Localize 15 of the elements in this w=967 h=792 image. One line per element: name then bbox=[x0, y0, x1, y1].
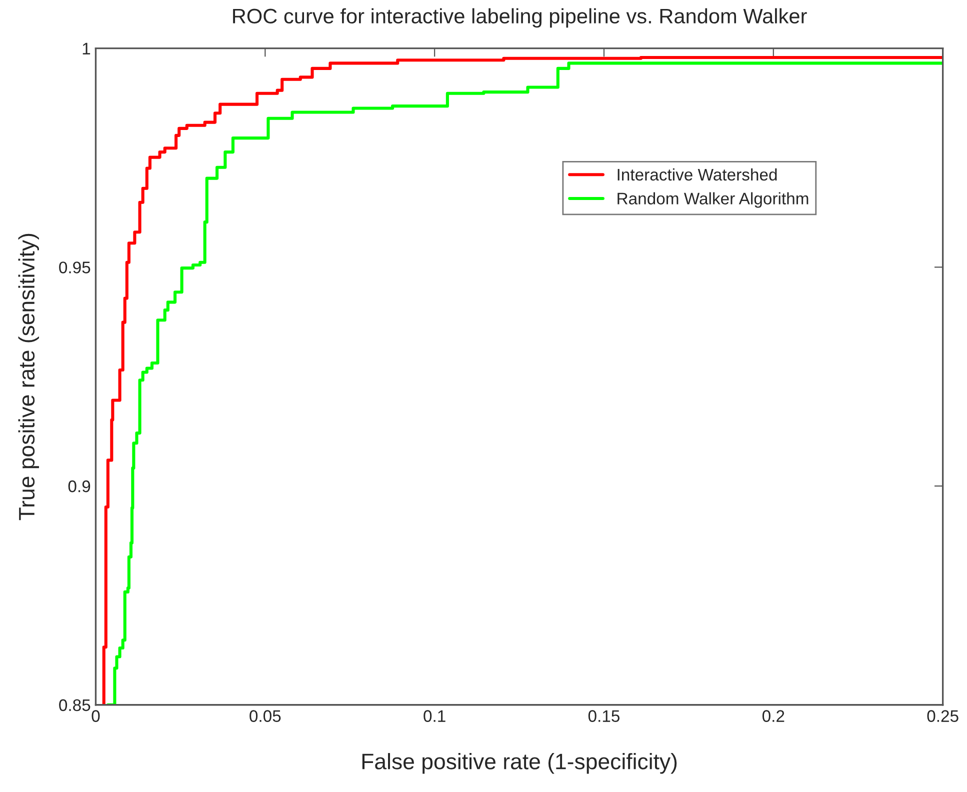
legend-label: Random Walker Algorithm bbox=[618, 192, 808, 208]
x-tick-label: 0.2 bbox=[762, 710, 784, 722]
x-tick-label: 0.05 bbox=[250, 710, 281, 722]
y-tick-label: 0.95 bbox=[59, 262, 90, 274]
x-tick-label: 0.1 bbox=[424, 710, 446, 722]
legend-label: Interactive Watershed bbox=[618, 168, 777, 181]
x-tick-label: 0.25 bbox=[927, 710, 958, 722]
y-axis-title: True positive rate (sensitivity) bbox=[18, 234, 39, 520]
x-tick-label: 0 bbox=[92, 710, 100, 722]
chart-title: ROC curve for interactive labeling pipeline vs. Random Walker bbox=[233, 8, 807, 28]
y-tick-label: 0.85 bbox=[59, 699, 90, 712]
y-tick-label: 1 bbox=[82, 42, 90, 54]
x-tick-label: 0.15 bbox=[588, 710, 620, 722]
x-axis-title: False positive rate (1-specificity) bbox=[362, 753, 677, 774]
y-tick-label: 0.9 bbox=[68, 480, 90, 492]
